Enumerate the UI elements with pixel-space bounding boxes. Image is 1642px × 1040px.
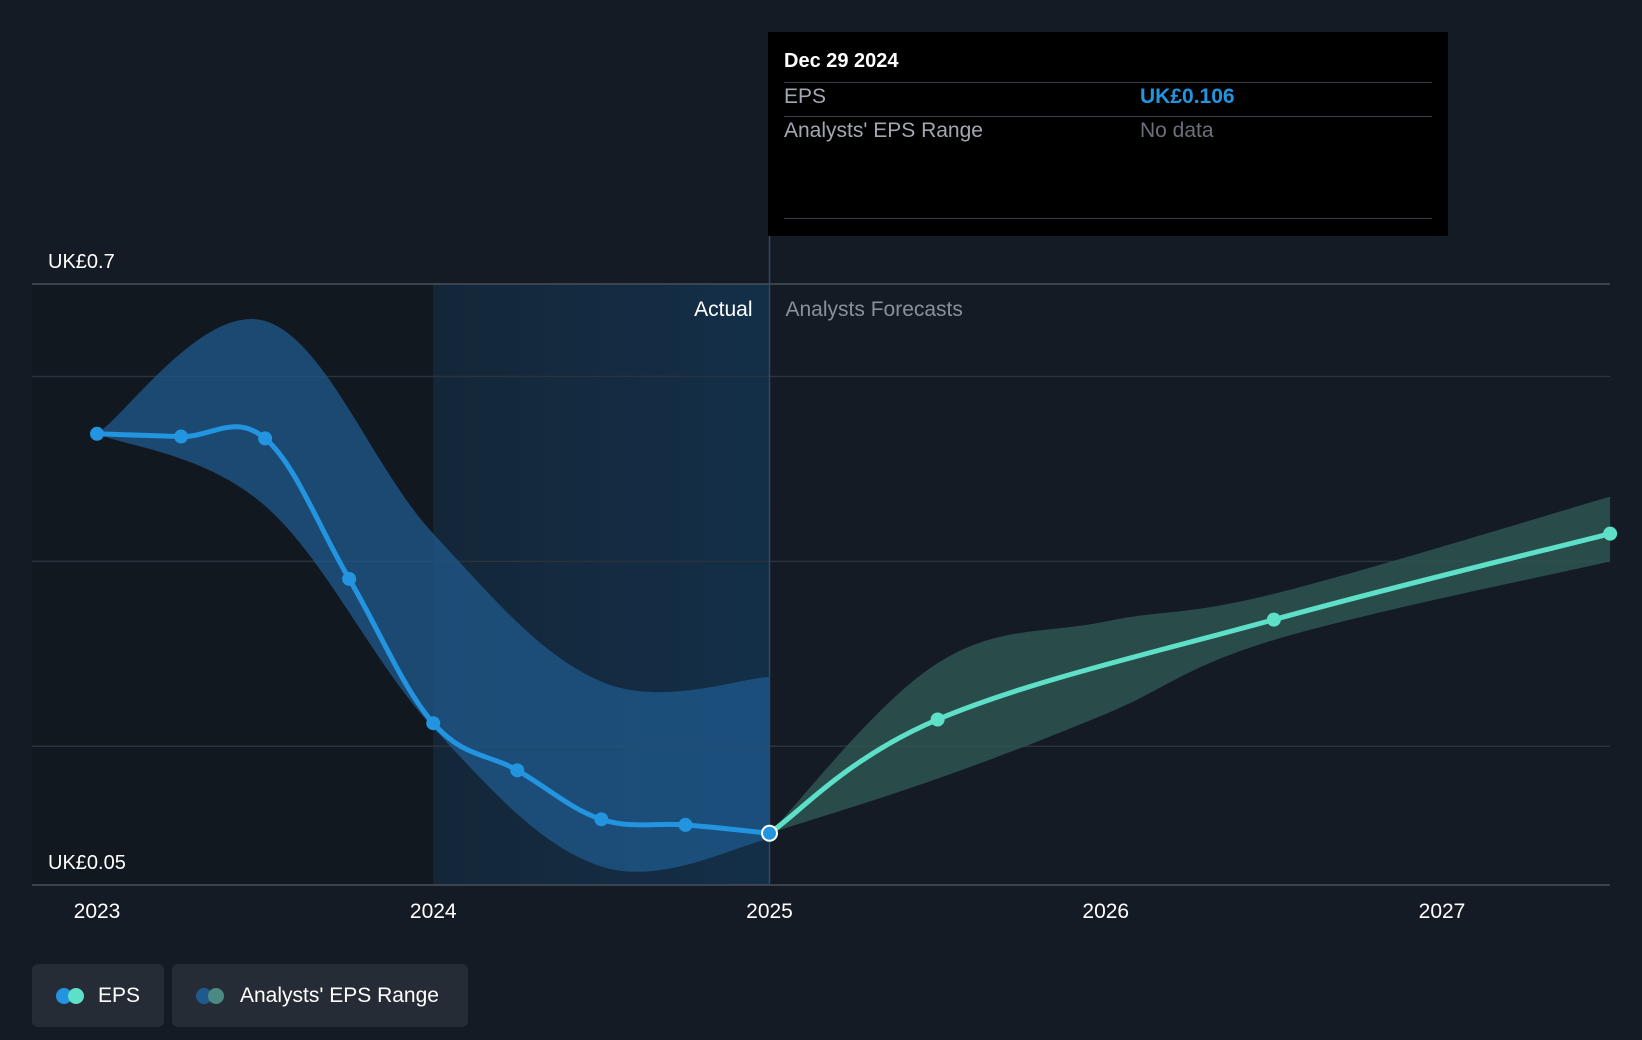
eps-line-forecast xyxy=(767,531,1613,836)
eps-point xyxy=(1603,526,1618,541)
tooltip-divider xyxy=(784,218,1432,219)
tooltip-range-value: No data xyxy=(1140,119,1214,142)
eps-line-actual xyxy=(94,424,772,836)
actual-label: Actual xyxy=(694,298,752,321)
range-legend-icon xyxy=(196,987,226,1004)
eps-point xyxy=(1266,612,1281,627)
legend-label-range: Analysts' EPS Range xyxy=(240,983,439,1007)
eps-point xyxy=(174,429,189,444)
eps-point xyxy=(678,817,693,832)
tooltip: Dec 29 2024 EPS UK£0.106 Analysts' EPS R… xyxy=(768,32,1448,236)
eps-point xyxy=(594,812,609,827)
eps-point xyxy=(510,763,525,778)
legend-item-eps[interactable]: EPS xyxy=(32,964,164,1027)
eps-point xyxy=(258,431,273,446)
x-tick-label: 2026 xyxy=(1082,900,1129,923)
eps-point xyxy=(342,571,357,586)
x-tick-label: 2027 xyxy=(1419,900,1466,923)
legend-label-eps: EPS xyxy=(97,983,140,1007)
tooltip-divider xyxy=(784,82,1432,83)
eps-range-band-actual xyxy=(97,319,770,872)
x-tick-label: 2025 xyxy=(746,900,793,923)
forecast-label: Analysts Forecasts xyxy=(786,298,963,321)
eps-range-band-forecast xyxy=(769,496,1611,834)
x-tick-label: 2024 xyxy=(410,900,457,923)
eps-point xyxy=(426,716,441,731)
x-tick-label: 2023 xyxy=(74,900,121,923)
eps-current-point xyxy=(761,824,778,842)
eps-point xyxy=(930,712,945,727)
tooltip-range-label: Analysts' EPS Range xyxy=(784,119,983,142)
legend-item-range[interactable]: Analysts' EPS Range xyxy=(172,964,468,1027)
tooltip-date: Dec 29 2024 xyxy=(784,50,899,72)
y-tick-label: UK£0.05 xyxy=(48,852,126,874)
y-tick-label: UK£0.7 xyxy=(48,251,115,273)
tooltip-eps-label: EPS xyxy=(784,85,827,108)
tooltip-divider xyxy=(784,116,1432,117)
tooltip-eps-value: UK£0.106 xyxy=(1140,85,1235,108)
eps-legend-icon xyxy=(56,987,84,1004)
eps-point xyxy=(90,426,104,441)
